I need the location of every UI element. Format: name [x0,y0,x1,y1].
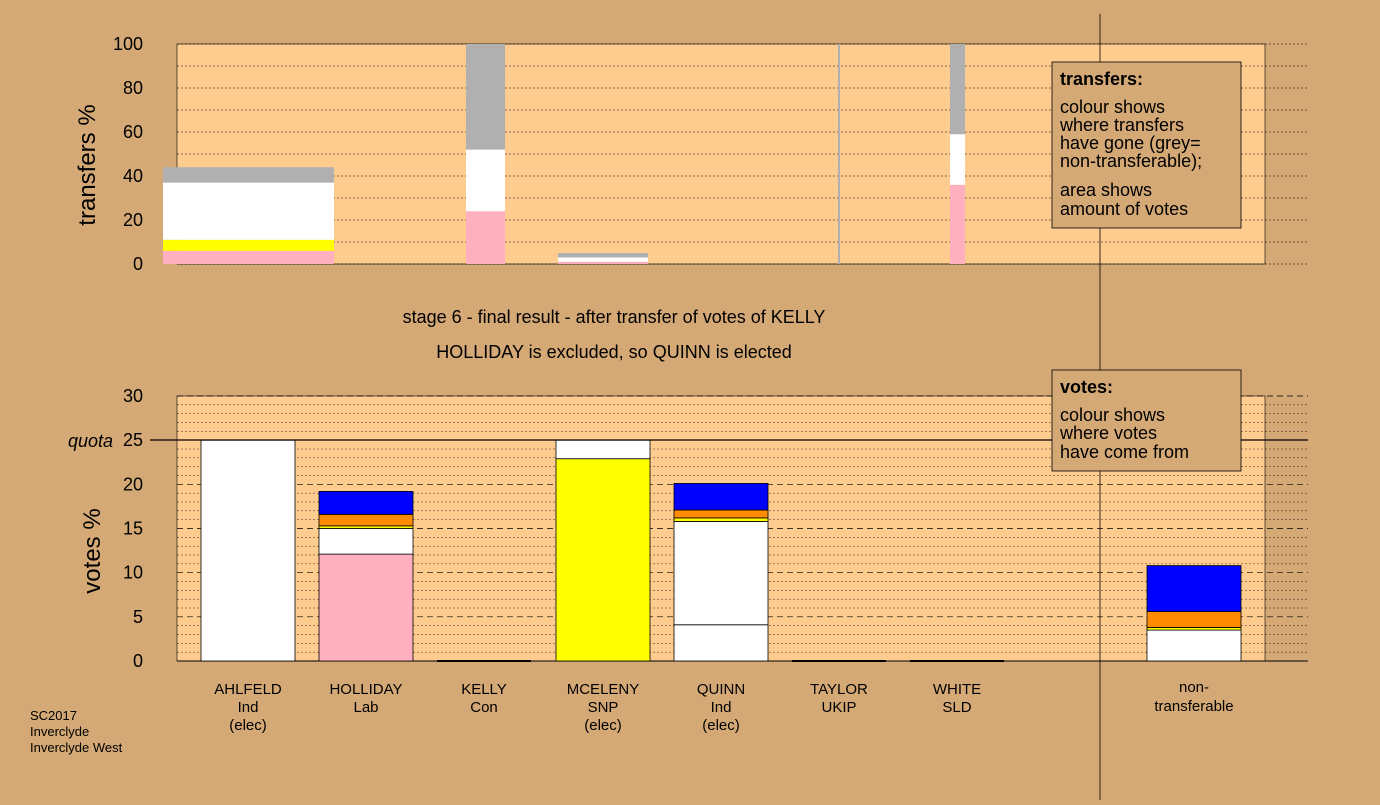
transfer-segment [466,44,505,150]
y-tick-label: 30 [123,386,143,406]
y-tick-label: 5 [133,607,143,627]
category-label: transferable [1154,698,1233,715]
result-caption: HOLLIDAY is excluded, so QUINN is electe… [436,342,791,362]
transfer-segment [466,149,505,212]
transfer-segment [838,44,840,264]
y-tick-label: 15 [123,519,143,539]
category-label: MCELENY [567,681,640,698]
vote-segment [318,490,414,515]
transfer-segment [163,182,334,240]
vote-segment [555,439,651,460]
category-label: non- [1179,679,1209,696]
y-tick-label: 100 [113,34,143,54]
category-label: Con [470,699,498,716]
category-label: (elec) [702,717,740,734]
vote-segment [555,458,651,662]
transfers-bars [163,44,965,264]
category-label: UKIP [821,699,856,716]
votes-legend-box [1051,369,1242,472]
stage-caption: stage 6 - final result - after transfer … [403,307,826,327]
footer-line: Inverclyde West [30,740,123,755]
votes-legend-line: have come from [1060,442,1189,462]
category-label: QUINN [697,681,745,698]
footer: SC2017 Inverclyde Inverclyde West [30,708,123,755]
vote-segment [318,513,414,527]
votes-legend-line: colour shows [1060,405,1165,425]
category-label: AHLFELD [214,681,282,698]
vote-segment [673,517,769,522]
category-label: KELLY [461,681,507,698]
vote-segment [1146,629,1242,662]
vote-segment [673,521,769,626]
category-label: SLD [942,699,971,716]
category-label: Lab [353,699,378,716]
vote-segment [1146,611,1242,628]
vote-segment [673,624,769,662]
transfer-segment [163,167,334,183]
vote-segment [673,483,769,511]
category-label: (elec) [584,717,622,734]
category-label: WHITE [933,681,981,698]
votes-y-axis-label: votes % [79,508,106,593]
transfers-legend-line: area shows [1060,180,1152,200]
votes-bars [200,439,1242,662]
y-tick-label: 20 [123,474,143,494]
votes-legend-line: where votes [1059,423,1157,443]
transfers-legend-line: have gone (grey= [1060,133,1201,153]
votes-y-ticks: 0 5 10 15 20 25 30 [123,386,143,671]
transfer-segment [950,134,965,185]
category-label: (elec) [229,717,267,734]
y-tick-label: 20 [123,210,143,230]
transfer-segment [950,44,965,135]
vote-segment [200,439,296,662]
transfers-legend-line: colour shows [1060,97,1165,117]
vote-segment [673,509,769,519]
transfer-segment [558,261,648,264]
category-label: Ind [711,699,732,716]
category-label: HOLLIDAY [329,681,402,698]
y-tick-label: 25 [123,430,143,450]
footer-line: SC2017 [30,708,77,723]
transfer-segment [558,253,648,258]
category-label: Ind [238,699,259,716]
transfers-y-ticks: 0 20 40 60 80 100 [113,34,143,274]
transfers-legend-line: non-transferable); [1060,151,1202,171]
votes-legend: votes: colour shows where votes have com… [1051,369,1242,472]
transfer-segment [950,184,965,264]
y-tick-label: 10 [123,563,143,583]
transfer-segment [163,250,334,264]
y-tick-label: 0 [133,651,143,671]
category-label: SNP [588,699,619,716]
candidate-labels: AHLFELDInd(elec)HOLLIDAYLabKELLYConMCELE… [214,679,1233,734]
vote-segment [1146,565,1242,612]
transfers-legend-box [1051,61,1242,229]
y-tick-label: 0 [133,254,143,274]
vote-segment [318,553,414,662]
y-tick-label: 60 [123,122,143,142]
transfers-legend: transfers: colour shows where transfers … [1051,61,1242,229]
vote-segment [318,528,414,555]
y-tick-label: 80 [123,78,143,98]
quota-label: quota [68,431,113,451]
transfers-legend-line: where transfers [1059,115,1184,135]
transfers-y-axis-label: transfers % [74,104,101,225]
transfers-legend-line: amount of votes [1060,199,1188,219]
transfers-legend-title: transfers: [1060,69,1143,89]
footer-line: Inverclyde [30,724,89,739]
transfers-grid [177,43,1308,265]
votes-legend-title: votes: [1060,377,1113,397]
transfer-segment [558,257,648,262]
y-tick-label: 40 [123,166,143,186]
transfer-segment [466,211,505,264]
transfer-segment [163,239,334,251]
category-label: TAYLOR [810,681,868,698]
